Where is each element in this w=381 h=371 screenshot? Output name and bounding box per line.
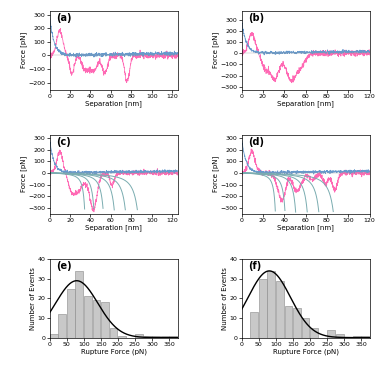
Text: (a): (a) bbox=[56, 13, 71, 23]
Y-axis label: Force [pN]: Force [pN] bbox=[212, 32, 219, 69]
Y-axis label: Force [pN]: Force [pN] bbox=[20, 32, 27, 69]
X-axis label: Separation [nm]: Separation [nm] bbox=[85, 224, 142, 231]
Bar bbox=[276, 281, 284, 338]
Bar bbox=[110, 328, 117, 338]
Bar bbox=[152, 336, 160, 338]
Y-axis label: Number of Events: Number of Events bbox=[222, 267, 228, 330]
Text: (d): (d) bbox=[248, 138, 264, 148]
Y-axis label: Force [pN]: Force [pN] bbox=[212, 156, 219, 193]
Bar bbox=[118, 336, 126, 338]
Bar bbox=[101, 302, 109, 338]
Y-axis label: Number of Events: Number of Events bbox=[30, 267, 36, 330]
Bar bbox=[161, 336, 169, 338]
Bar bbox=[144, 336, 152, 338]
Text: (c): (c) bbox=[56, 138, 71, 148]
X-axis label: Separation [nm]: Separation [nm] bbox=[277, 224, 334, 231]
Bar bbox=[327, 330, 335, 338]
Bar bbox=[84, 296, 92, 338]
Y-axis label: Force [pN]: Force [pN] bbox=[20, 156, 27, 193]
Bar bbox=[285, 306, 293, 338]
Bar bbox=[353, 336, 361, 338]
Bar bbox=[67, 289, 75, 338]
Bar bbox=[250, 312, 258, 338]
X-axis label: Separation [nm]: Separation [nm] bbox=[277, 100, 334, 107]
Bar bbox=[302, 318, 309, 338]
Text: (b): (b) bbox=[248, 13, 264, 23]
Bar bbox=[336, 334, 344, 338]
Bar bbox=[293, 308, 301, 338]
X-axis label: Separation [nm]: Separation [nm] bbox=[85, 100, 142, 107]
Bar bbox=[75, 271, 83, 338]
Bar bbox=[361, 336, 369, 338]
Bar bbox=[135, 334, 143, 338]
Bar bbox=[267, 271, 275, 338]
Bar bbox=[169, 336, 177, 338]
Bar bbox=[93, 301, 101, 338]
Text: (e): (e) bbox=[56, 262, 72, 272]
Bar bbox=[259, 279, 267, 338]
X-axis label: Rupture Force (pN): Rupture Force (pN) bbox=[80, 348, 147, 355]
Bar bbox=[58, 314, 66, 338]
Bar bbox=[50, 334, 58, 338]
Bar bbox=[310, 328, 318, 338]
Text: (f): (f) bbox=[248, 262, 261, 272]
X-axis label: Rupture Force (pN): Rupture Force (pN) bbox=[272, 348, 339, 355]
